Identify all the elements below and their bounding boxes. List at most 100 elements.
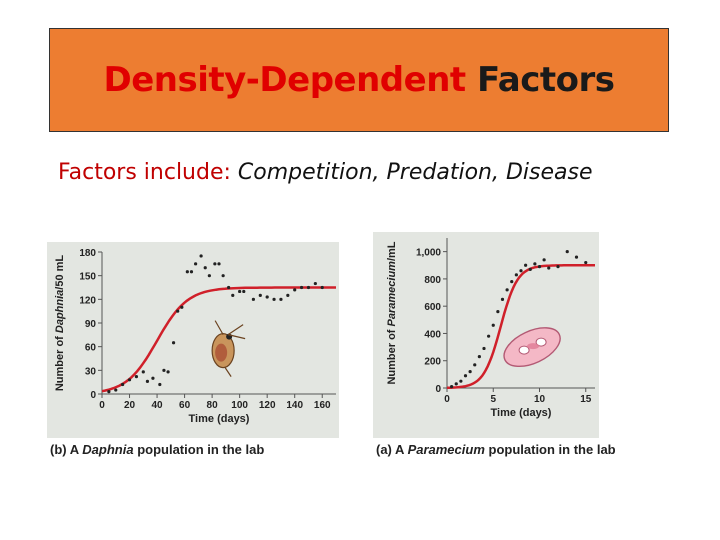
- y-label-suffix: /mL: [386, 241, 398, 261]
- data-point: [114, 388, 118, 392]
- data-point: [272, 297, 276, 301]
- caption-panel: (b): [50, 442, 67, 457]
- data-point: [238, 289, 242, 294]
- title-banner: Density-Dependent Factors: [49, 28, 669, 132]
- data-point: [217, 262, 221, 266]
- data-point: [231, 293, 235, 297]
- data-point: [454, 382, 458, 386]
- paramecium-vacuole: [518, 345, 530, 355]
- y-tick-label: 180: [79, 248, 96, 259]
- x-tick-label: 10: [534, 394, 546, 405]
- factors-label: Factors include:: [58, 160, 231, 185]
- data-point: [463, 374, 468, 378]
- x-axis-label: Time (days): [491, 407, 552, 419]
- x-tick-label: 40: [151, 400, 163, 411]
- data-point: [477, 355, 481, 359]
- x-tick-label: 140: [286, 400, 303, 411]
- y-label-organism: Daphnia: [54, 290, 66, 333]
- data-point: [162, 368, 166, 372]
- data-point: [519, 269, 523, 273]
- paramecium-caption: (a) A Paramecium population in the lab: [376, 442, 616, 457]
- data-point: [145, 379, 150, 383]
- x-tick-label: 120: [259, 400, 276, 411]
- caption-organism: Paramecium: [407, 442, 485, 457]
- data-point: [313, 281, 317, 286]
- x-tick-label: 0: [99, 400, 105, 411]
- x-tick-label: 0: [444, 394, 450, 405]
- y-tick-label: 200: [424, 357, 441, 368]
- data-point: [533, 262, 537, 266]
- x-tick-label: 20: [124, 400, 136, 411]
- data-point: [299, 285, 304, 290]
- data-point: [468, 370, 472, 374]
- data-point: [158, 382, 162, 387]
- y-label-organism: Paramecium: [386, 261, 398, 327]
- data-point: [242, 289, 246, 294]
- paramecium-vacuole: [535, 337, 547, 347]
- y-label-prefix: Number of: [386, 326, 398, 384]
- y-tick-label: 600: [424, 302, 441, 313]
- daphnia-antennae: [214, 320, 246, 340]
- data-point: [306, 285, 311, 290]
- data-point: [584, 260, 588, 265]
- data-point: [547, 266, 551, 270]
- data-point: [524, 263, 528, 267]
- data-point: [194, 262, 198, 266]
- daphnia-caption: (b) A Daphnia population in the lab: [50, 442, 264, 457]
- y-axis-label: Number of Daphnia/50 mL: [54, 255, 66, 392]
- data-point: [171, 341, 176, 345]
- data-point: [487, 334, 491, 338]
- data-point: [265, 295, 269, 299]
- factors-line: Factors include: Competition, Predation,…: [58, 160, 593, 185]
- x-tick-label: 15: [580, 394, 592, 405]
- data-point: [134, 375, 139, 379]
- data-point: [107, 390, 111, 394]
- title-rest: Factors: [477, 60, 615, 100]
- data-point: [450, 385, 454, 389]
- data-point: [565, 250, 569, 254]
- daphnia-tail: [224, 367, 232, 377]
- y-label-prefix: Number of: [54, 333, 66, 391]
- data-point: [227, 285, 231, 290]
- data-point: [537, 265, 542, 269]
- y-tick-label: 150: [79, 272, 96, 283]
- data-point: [505, 288, 509, 292]
- data-point: [496, 310, 500, 314]
- data-point: [491, 323, 495, 327]
- data-point: [514, 273, 518, 277]
- paramecium-nucleus: [527, 343, 540, 350]
- data-point: [528, 267, 532, 271]
- caption-organism: Daphnia: [82, 442, 134, 457]
- caption-suffix: population in the lab: [137, 442, 265, 457]
- data-point: [320, 285, 324, 290]
- y-tick-label: 90: [85, 319, 97, 330]
- data-point: [203, 266, 207, 270]
- x-tick-label: 80: [207, 400, 219, 411]
- page-title: Density-Dependent Factors: [104, 60, 615, 100]
- data-point: [151, 376, 155, 380]
- data-point: [127, 378, 132, 382]
- data-point: [121, 382, 125, 387]
- caption-suffix: population in the lab: [488, 442, 616, 457]
- y-tick-label: 0: [90, 390, 96, 401]
- data-point: [574, 255, 579, 259]
- paramecium-chart: 0 200 400 600 800 1,000 0 5 10 15 Time (days) Numbe…: [373, 232, 599, 438]
- data-point: [258, 293, 262, 297]
- data-point: [556, 265, 560, 269]
- title-highlight: Density-Dependent: [103, 60, 467, 100]
- caption-panel: (a): [376, 442, 392, 457]
- x-axis-label: Time (days): [189, 413, 250, 425]
- y-axis-label: Number of Paramecium/mL: [386, 241, 398, 384]
- plot-background: [47, 242, 339, 438]
- data-point: [176, 309, 180, 313]
- daphnia-body-detail: [215, 343, 228, 362]
- data-point: [221, 274, 225, 278]
- logistic-curve: [446, 264, 595, 390]
- data-point: [207, 274, 211, 278]
- caption-prefix: A: [69, 442, 79, 457]
- y-tick-label: 120: [79, 295, 96, 306]
- data-point: [166, 370, 170, 374]
- x-tick-label: 5: [490, 394, 496, 405]
- data-point: [286, 293, 290, 297]
- logistic-curve: [101, 286, 336, 393]
